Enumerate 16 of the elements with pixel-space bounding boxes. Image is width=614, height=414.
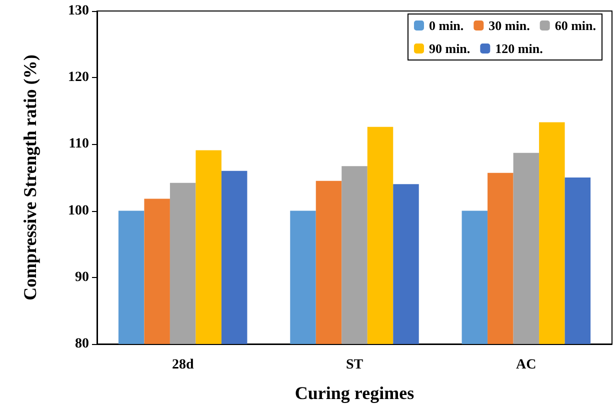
y-tick-label: 100 bbox=[68, 203, 89, 218]
legend-label: 60 min. bbox=[554, 18, 596, 33]
x-tick-label: ST bbox=[346, 358, 364, 372]
x-axis-title: Curing regimes bbox=[294, 383, 414, 403]
legend-label: 90 min. bbox=[428, 41, 470, 56]
x-tick-label: 28d bbox=[172, 358, 194, 372]
y-tick-label: 110 bbox=[68, 136, 89, 152]
x-tick-label: AC bbox=[516, 358, 536, 372]
y-tick-label: 120 bbox=[68, 70, 89, 86]
legend-label: 0 min. bbox=[428, 18, 464, 33]
y-tick-label: 130 bbox=[68, 4, 89, 18]
y-tick-label: 90 bbox=[75, 270, 89, 285]
legend-label: 30 min. bbox=[488, 18, 530, 33]
legend-label: 120 min. bbox=[495, 41, 543, 56]
y-tick-label: 80 bbox=[75, 336, 89, 352]
y-axis-title: Compressive Strength ratio (%) bbox=[20, 54, 40, 300]
